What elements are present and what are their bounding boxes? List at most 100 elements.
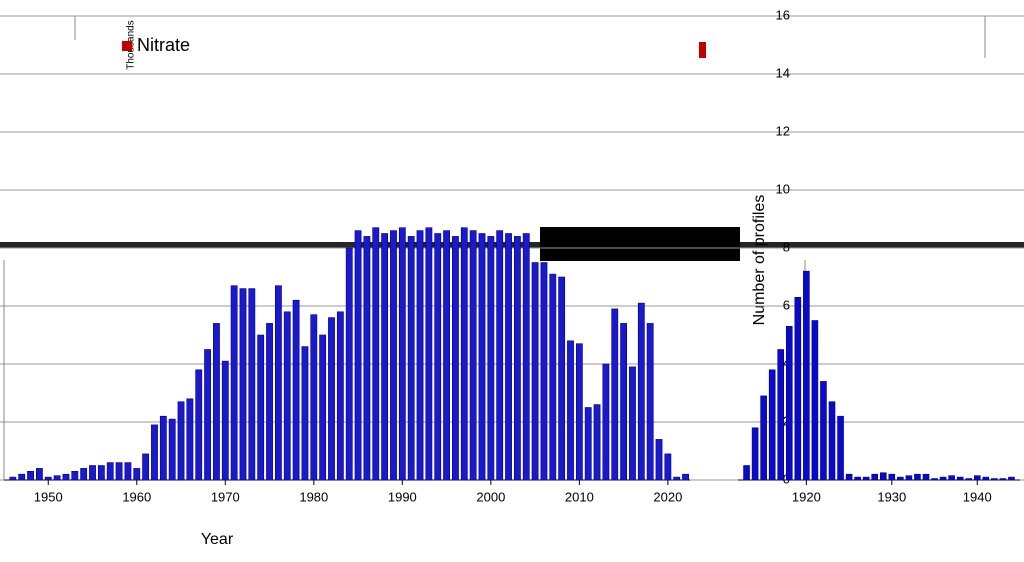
bar bbox=[381, 233, 389, 481]
bar bbox=[275, 285, 282, 481]
x-axis-label: Year bbox=[201, 531, 234, 548]
x-tick-label: 1950 bbox=[34, 489, 63, 504]
y-tick-label: 12 bbox=[776, 123, 790, 138]
bar bbox=[487, 236, 495, 481]
bar bbox=[151, 424, 158, 481]
bar bbox=[257, 334, 265, 481]
x-tick-label: 1980 bbox=[299, 489, 328, 504]
bar bbox=[460, 227, 468, 481]
bar bbox=[794, 296, 802, 481]
bar bbox=[372, 227, 380, 481]
bar bbox=[567, 340, 574, 481]
bar bbox=[80, 468, 88, 481]
x-tick-label: 1930 bbox=[877, 489, 906, 504]
bar bbox=[221, 360, 229, 481]
bar bbox=[53, 475, 61, 481]
y-tick-label: 6 bbox=[783, 297, 790, 312]
bar bbox=[991, 478, 998, 481]
bar bbox=[637, 302, 645, 481]
y-tick-label: 14 bbox=[776, 65, 790, 80]
bar bbox=[655, 439, 663, 481]
y-tick-label: 10 bbox=[776, 181, 790, 196]
bar bbox=[71, 470, 79, 481]
bar bbox=[44, 476, 52, 481]
bar bbox=[999, 478, 1007, 481]
bar bbox=[443, 230, 450, 481]
bar bbox=[106, 462, 114, 481]
bar bbox=[620, 323, 628, 481]
x-tick-label: 1920 bbox=[792, 489, 821, 504]
bar bbox=[407, 236, 415, 481]
bar bbox=[186, 398, 194, 481]
bar bbox=[452, 236, 459, 481]
x-tick-label: 1970 bbox=[211, 489, 240, 504]
bar bbox=[292, 299, 300, 481]
bar bbox=[948, 475, 955, 481]
bar bbox=[354, 230, 362, 481]
bar bbox=[803, 270, 810, 481]
bar bbox=[982, 476, 990, 481]
bar bbox=[266, 323, 273, 481]
bar bbox=[888, 473, 896, 481]
bar bbox=[133, 468, 141, 481]
y-tick-label: 8 bbox=[783, 239, 790, 254]
bar bbox=[390, 230, 397, 481]
bar bbox=[931, 478, 938, 481]
bar bbox=[777, 349, 785, 481]
bar bbox=[973, 475, 981, 481]
x-tick-label: 1990 bbox=[388, 489, 417, 504]
bar bbox=[168, 418, 176, 481]
bar bbox=[177, 401, 185, 481]
bar bbox=[434, 233, 442, 481]
bar bbox=[922, 473, 930, 481]
bar bbox=[760, 395, 767, 481]
bar bbox=[584, 407, 592, 481]
y-axis-label: Number of profiles bbox=[751, 195, 768, 326]
bar bbox=[611, 308, 619, 481]
bar bbox=[575, 343, 583, 481]
bar bbox=[319, 334, 327, 481]
bar bbox=[871, 473, 879, 481]
bar bbox=[36, 468, 43, 481]
bar bbox=[62, 473, 70, 481]
bar bbox=[905, 475, 913, 481]
bar bbox=[879, 472, 887, 481]
bar bbox=[195, 369, 203, 481]
bar bbox=[956, 476, 964, 481]
bar bbox=[593, 404, 601, 481]
bar bbox=[837, 415, 844, 481]
legend-swatch bbox=[122, 41, 132, 51]
bar bbox=[124, 462, 132, 481]
bar bbox=[425, 227, 433, 481]
bar bbox=[345, 247, 353, 481]
x-tick-label: 2010 bbox=[565, 489, 594, 504]
bar bbox=[558, 276, 566, 481]
bar bbox=[213, 323, 220, 481]
bar bbox=[845, 473, 853, 481]
y-tick-label: 16 bbox=[776, 7, 790, 22]
x-tick-label: 1940 bbox=[963, 489, 992, 504]
bar bbox=[897, 476, 904, 481]
bar bbox=[469, 230, 477, 481]
bar bbox=[230, 285, 238, 481]
x-tick-label: 2020 bbox=[653, 489, 682, 504]
bar bbox=[531, 262, 539, 481]
bar bbox=[549, 273, 557, 481]
bar bbox=[811, 320, 819, 481]
bar bbox=[820, 381, 827, 481]
bar bbox=[283, 311, 291, 481]
bar bbox=[854, 476, 861, 481]
legend-label: Nitrate bbox=[137, 35, 190, 55]
bar bbox=[522, 233, 530, 481]
bar bbox=[9, 476, 17, 481]
bar bbox=[142, 453, 150, 481]
bar bbox=[248, 288, 256, 481]
bar bbox=[398, 227, 406, 481]
bar bbox=[89, 465, 96, 481]
glitch-band bbox=[0, 242, 1024, 248]
bar bbox=[204, 349, 211, 481]
bar bbox=[965, 478, 973, 481]
x-tick-label: 1960 bbox=[122, 489, 151, 504]
x-tick-label: 2000 bbox=[476, 489, 505, 504]
